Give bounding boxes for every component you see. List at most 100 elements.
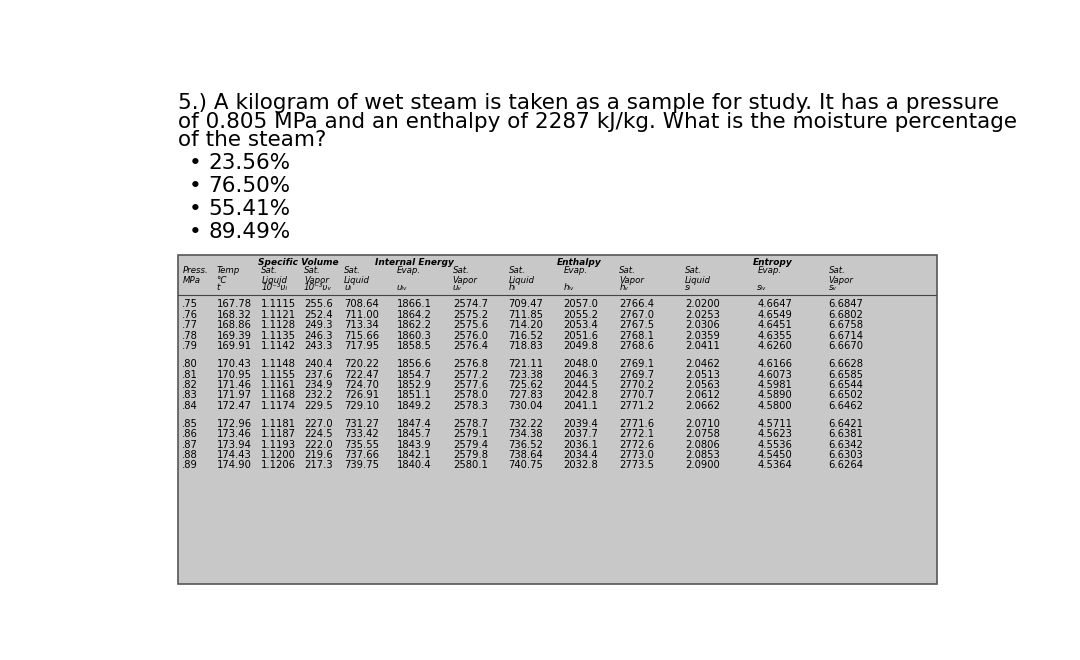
Text: hₗ: hₗ: [509, 282, 515, 292]
Text: .83: .83: [183, 390, 198, 401]
Text: 168.32: 168.32: [216, 310, 252, 320]
Text: •: •: [189, 199, 202, 219]
Text: Specific Volume: Specific Volume: [258, 258, 338, 267]
Text: 2034.4: 2034.4: [564, 450, 598, 460]
Text: 2053.4: 2053.4: [564, 320, 598, 330]
Text: 2769.1: 2769.1: [619, 359, 654, 369]
Text: 2044.5: 2044.5: [564, 380, 598, 390]
Text: 718.83: 718.83: [509, 341, 543, 351]
Text: 720.22: 720.22: [345, 359, 379, 369]
Text: 715.66: 715.66: [345, 331, 379, 341]
Text: 2768.6: 2768.6: [619, 341, 654, 351]
Text: 1851.1: 1851.1: [397, 390, 432, 401]
Text: hₗᵥ: hₗᵥ: [564, 282, 575, 292]
Text: 2.0359: 2.0359: [685, 331, 720, 341]
Text: 4.5711: 4.5711: [757, 419, 793, 429]
Text: 6.6758: 6.6758: [828, 320, 864, 330]
Text: uₗ: uₗ: [345, 282, 351, 292]
Text: 713.34: 713.34: [345, 320, 379, 330]
Text: .75: .75: [183, 300, 199, 310]
Text: .84: .84: [183, 401, 198, 411]
Text: 1847.4: 1847.4: [397, 419, 432, 429]
Text: Sat.
Liquid: Sat. Liquid: [261, 265, 287, 284]
Text: 4.6647: 4.6647: [757, 300, 793, 310]
Text: 1842.1: 1842.1: [397, 450, 432, 460]
Text: 224.5: 224.5: [303, 429, 333, 439]
Text: 739.75: 739.75: [345, 461, 379, 471]
Text: .85: .85: [183, 419, 198, 429]
Text: 1.1193: 1.1193: [261, 440, 296, 449]
Text: 89.49%: 89.49%: [208, 222, 291, 242]
Text: 4.5890: 4.5890: [757, 390, 792, 401]
Text: 2772.1: 2772.1: [619, 429, 654, 439]
Text: 227.0: 227.0: [303, 419, 333, 429]
Text: 173.94: 173.94: [216, 440, 252, 449]
Text: 2.0253: 2.0253: [685, 310, 720, 320]
Text: 732.22: 732.22: [509, 419, 543, 429]
Text: 2770.7: 2770.7: [619, 390, 654, 401]
Text: 735.55: 735.55: [345, 440, 379, 449]
Text: of the steam?: of the steam?: [177, 130, 326, 150]
Text: 2.0513: 2.0513: [685, 370, 720, 379]
Text: 2580.1: 2580.1: [453, 461, 488, 471]
Text: 168.86: 168.86: [216, 320, 252, 330]
Text: 252.4: 252.4: [303, 310, 333, 320]
Text: •: •: [189, 153, 202, 173]
Text: 76.50%: 76.50%: [208, 176, 291, 196]
Text: .76: .76: [183, 310, 199, 320]
Text: sₗ: sₗ: [685, 282, 691, 292]
Text: 1.1161: 1.1161: [261, 380, 296, 390]
Text: 1.1128: 1.1128: [261, 320, 296, 330]
Text: 1.1206: 1.1206: [261, 461, 296, 471]
Text: 733.42: 733.42: [345, 429, 379, 439]
Text: .86: .86: [183, 429, 198, 439]
Text: .81: .81: [183, 370, 198, 379]
Text: 2771.2: 2771.2: [619, 401, 654, 411]
Text: 10⁻³υₗ: 10⁻³υₗ: [261, 282, 287, 292]
Text: of 0.805 MPa and an enthalpy of 2287 kJ/kg. What is the moisture percentage: of 0.805 MPa and an enthalpy of 2287 kJ/…: [177, 112, 1016, 131]
Text: sᵥ: sᵥ: [828, 282, 837, 292]
Text: 10⁻³υᵥ: 10⁻³υᵥ: [303, 282, 332, 292]
Text: 217.3: 217.3: [303, 461, 333, 471]
Text: Press.
MPa: Press. MPa: [183, 265, 208, 284]
Text: 2041.1: 2041.1: [564, 401, 598, 411]
Text: Internal Energy: Internal Energy: [375, 258, 454, 267]
Text: •: •: [189, 176, 202, 196]
Text: 1854.7: 1854.7: [397, 370, 432, 379]
Text: Evap.: Evap.: [397, 265, 421, 275]
Text: 2575.2: 2575.2: [453, 310, 488, 320]
Text: 1.1115: 1.1115: [261, 300, 296, 310]
Text: 1852.9: 1852.9: [397, 380, 432, 390]
Text: 6.6342: 6.6342: [828, 440, 864, 449]
Text: 2578.7: 2578.7: [453, 419, 488, 429]
Text: 6.6714: 6.6714: [828, 331, 864, 341]
Text: 219.6: 219.6: [303, 450, 333, 460]
Text: 2767.0: 2767.0: [619, 310, 654, 320]
Text: 232.2: 232.2: [303, 390, 333, 401]
Text: 711.85: 711.85: [509, 310, 543, 320]
Text: 1.1200: 1.1200: [261, 450, 296, 460]
Text: 4.6260: 4.6260: [757, 341, 793, 351]
Text: 172.47: 172.47: [216, 401, 252, 411]
Text: 1.1148: 1.1148: [261, 359, 296, 369]
Text: 2.0900: 2.0900: [685, 461, 720, 471]
Text: 2037.7: 2037.7: [564, 429, 598, 439]
Text: 4.6073: 4.6073: [757, 370, 792, 379]
Text: t: t: [216, 282, 219, 302]
Text: 2576.8: 2576.8: [453, 359, 488, 369]
Text: 2577.2: 2577.2: [453, 370, 488, 379]
Text: 2771.6: 2771.6: [619, 419, 654, 429]
Text: 2769.7: 2769.7: [619, 370, 654, 379]
Text: 234.9: 234.9: [303, 380, 333, 390]
Text: 6.6264: 6.6264: [828, 461, 864, 471]
Text: 6.6421: 6.6421: [828, 419, 864, 429]
Text: 2766.4: 2766.4: [619, 300, 654, 310]
Text: 229.5: 229.5: [303, 401, 333, 411]
Text: 1856.6: 1856.6: [397, 359, 432, 369]
Text: 2767.5: 2767.5: [619, 320, 654, 330]
Text: 2.0758: 2.0758: [685, 429, 720, 439]
Text: 738.64: 738.64: [509, 450, 543, 460]
Text: 222.0: 222.0: [303, 440, 333, 449]
Text: 4.6549: 4.6549: [757, 310, 793, 320]
Text: 4.6355: 4.6355: [757, 331, 793, 341]
